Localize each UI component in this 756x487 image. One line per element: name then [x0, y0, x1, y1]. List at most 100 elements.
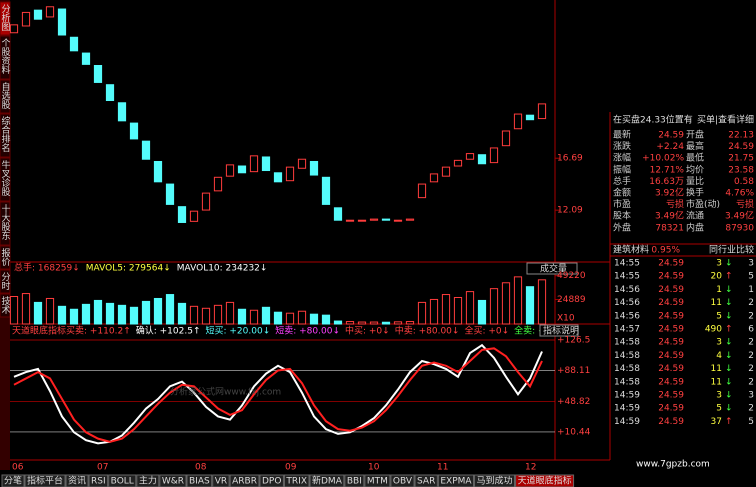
date-label: 06: [12, 463, 24, 473]
notice-link[interactable]: 买单|查看详细: [697, 114, 754, 126]
sidebar-label[interactable]: 牛叉诊股: [0, 159, 10, 197]
tick-volume: 490: [705, 325, 722, 335]
volume-bar: [141, 300, 151, 325]
candle: [261, 156, 271, 172]
tab-label[interactable]: 指标平台: [27, 475, 63, 487]
candle: [129, 122, 139, 140]
quote-value: 亏损: [736, 198, 754, 210]
candle: [297, 158, 307, 169]
quote-value: +2.24: [656, 142, 684, 152]
tab-label[interactable]: 天道眼底指标: [518, 475, 572, 487]
candle: [81, 52, 91, 65]
quote-value: 24.59: [658, 131, 684, 141]
candle: [153, 160, 163, 183]
sidebar-label[interactable]: 报价: [0, 247, 10, 266]
quote-label: 总手: [613, 175, 631, 187]
indicator-button: [539, 324, 579, 337]
tab: [414, 474, 438, 487]
tab: [390, 474, 415, 487]
date-label: 10: [368, 463, 380, 473]
sidebar-label[interactable]: 十大股东: [0, 203, 10, 240]
tab-label[interactable]: TRIX: [285, 477, 307, 487]
tab-label[interactable]: 资讯: [68, 476, 86, 487]
candle: [189, 210, 199, 222]
sidebar-label[interactable]: 技术: [0, 295, 10, 315]
sidebar-button: [0, 79, 11, 114]
sidebar-label[interactable]: 分时: [0, 272, 10, 290]
tab-label[interactable]: W&R: [162, 477, 184, 487]
tick-volume: 5: [716, 311, 722, 321]
tab-label[interactable]: BIAS: [189, 477, 210, 487]
tab-label[interactable]: ARBR: [232, 477, 257, 487]
tab: [65, 474, 89, 487]
candle: [213, 176, 223, 192]
tick-time: 14:58: [614, 364, 640, 374]
tick-time: 14:56: [614, 311, 640, 321]
tab-label[interactable]: EXPMA: [440, 477, 472, 487]
tab: [283, 474, 310, 487]
sidebar-button: [0, 269, 11, 294]
tick-count: 3: [748, 391, 754, 401]
quote-label: 涨幅: [613, 152, 631, 164]
candle: [405, 218, 415, 221]
quote-label: 市盈: [613, 198, 631, 210]
indicator-legend: 全买: +0↓: [464, 325, 509, 337]
tab-label[interactable]: BBI: [347, 477, 362, 487]
candle: [333, 207, 343, 221]
date-label: 07: [97, 463, 108, 473]
volume-bar: [225, 301, 235, 325]
tick-time: 14:58: [614, 377, 640, 387]
volume-bar: [465, 291, 475, 325]
tab-label[interactable]: 分笔: [4, 475, 22, 487]
quote-value: 22.13: [728, 131, 754, 141]
tab-label[interactable]: DPO: [262, 477, 281, 487]
indicator-legend: 短卖: +80.00↓: [275, 325, 340, 337]
tick-time: 14:55: [614, 272, 640, 282]
tab-label[interactable]: 新DMA: [312, 475, 343, 487]
indicator-line: [13, 343, 543, 445]
indicator-button-label[interactable]: 指标说明: [543, 325, 579, 337]
tab-label[interactable]: 主力: [139, 475, 157, 487]
tab: [1, 474, 25, 487]
quote-label: 开盘: [686, 129, 704, 141]
tab-label[interactable]: OBV: [393, 477, 413, 487]
volume-button-label[interactable]: 成交量: [540, 263, 567, 275]
quote-label: 外盘: [613, 221, 631, 233]
quote-label: 内盘: [686, 221, 704, 233]
tick-time: 14:56: [614, 285, 640, 295]
sidebar-label[interactable]: 分析图: [0, 4, 10, 32]
volume-bar: [261, 306, 271, 325]
sidebar-label[interactable]: 个股资料: [0, 38, 10, 75]
tick-volume: 11: [711, 377, 722, 387]
sidebar-label[interactable]: 自选股: [0, 81, 10, 110]
volume-bar: [441, 294, 451, 325]
tab-label[interactable]: SAR: [417, 477, 435, 487]
volume-bar: [213, 304, 223, 325]
sector-link[interactable]: 同行业比较: [709, 244, 754, 256]
tab-label[interactable]: RSI: [91, 477, 106, 487]
tick-price: 24.59: [658, 417, 684, 427]
y-tick-label: 16.69: [557, 154, 583, 164]
tick-time: 14:59: [614, 417, 640, 427]
y-tick-label: 49220: [557, 271, 586, 281]
quote-label: 最高: [686, 140, 704, 152]
tick-time: 14:59: [614, 391, 640, 401]
quote-value: 16.63万: [649, 177, 684, 187]
candle: [441, 166, 451, 177]
tick-volume: 3: [716, 338, 722, 348]
quote-value: 78321: [655, 223, 684, 233]
tab-label[interactable]: BOLL: [111, 477, 134, 487]
tab-label[interactable]: MTM: [367, 477, 388, 487]
sector: 建筑材料: [613, 244, 649, 256]
tick-count: 1: [748, 285, 754, 295]
volume-bar: [201, 307, 211, 325]
tick-volume: 11: [711, 364, 722, 374]
quote-label: 振幅: [613, 163, 631, 175]
volume-button: [526, 262, 578, 275]
sidebar-label[interactable]: 综合排名: [0, 115, 10, 153]
tick-count: 2: [748, 298, 754, 308]
volume-bar: [369, 321, 379, 325]
tab-label[interactable]: 马到成功: [477, 475, 513, 487]
tab-label[interactable]: VR: [215, 477, 227, 487]
